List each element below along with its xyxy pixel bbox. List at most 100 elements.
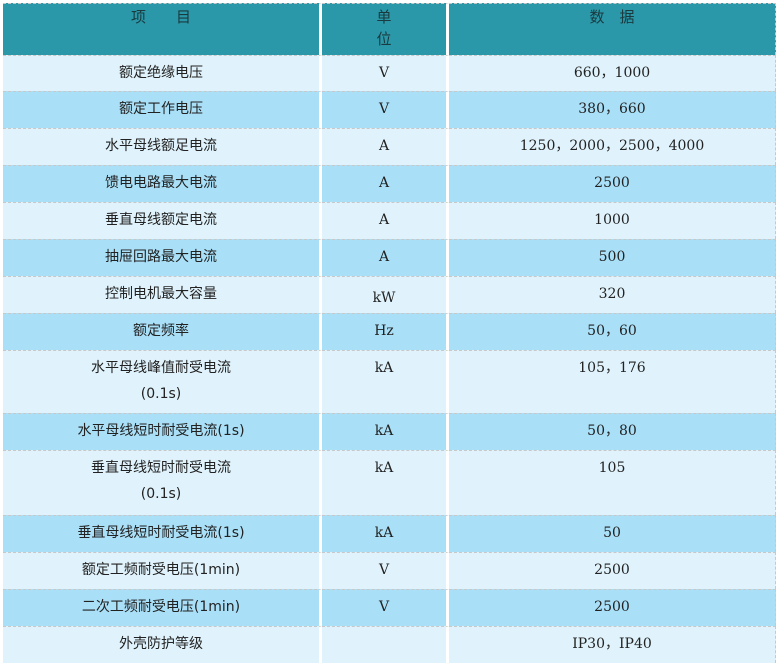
unit-label: A	[378, 212, 390, 228]
item-cell: 额定工频耐受电压(1min)	[3, 552, 322, 589]
item-label: 水平母线峰值耐受电流	[91, 360, 231, 376]
value-label: 2500	[594, 175, 630, 191]
header-unit-line1: 单	[376, 8, 392, 26]
item-cell: 水平母线短时耐受电流(1s)	[3, 413, 322, 450]
value-label: IP30，IP40	[572, 636, 652, 652]
value-cell: 1000	[449, 202, 776, 239]
value-label: 1250，2000，2500，4000	[519, 138, 705, 154]
unit-cell: V	[322, 55, 449, 91]
header-unit-line2: 位	[376, 30, 392, 48]
item-cell: 水平母线峰值耐受电流 (0.1s)	[3, 350, 322, 413]
header-item-label: 项 目	[130, 8, 191, 26]
item-cell: 额定频率	[3, 313, 322, 350]
value-cell: 50，80	[449, 413, 776, 450]
value-label: 50，80	[587, 423, 637, 439]
unit-cell: V	[322, 91, 449, 128]
item-label: 垂直母线短时耐受电流	[91, 460, 231, 476]
item-label: 馈电电路最大电流	[105, 175, 217, 191]
table-row: 外壳防护等级 IP30，IP40	[3, 626, 776, 663]
table-row: 控制电机最大容量 kW 320	[3, 276, 776, 313]
value-cell: 105，176	[449, 350, 776, 413]
unit-cell: V	[322, 589, 449, 626]
value-label: 105	[598, 460, 626, 476]
unit-cell: A	[322, 239, 449, 276]
unit-label: kA	[374, 525, 394, 541]
value-cell: 1250，2000，2500，4000	[449, 128, 776, 165]
value-cell: 105	[449, 450, 776, 515]
item-label: 外壳防护等级	[119, 636, 203, 652]
unit-label: V	[378, 562, 390, 578]
value-cell: 2500	[449, 552, 776, 589]
item-cell: 额定绝缘电压	[3, 55, 322, 91]
unit-label: A	[378, 249, 390, 265]
unit-cell: kA	[322, 350, 449, 413]
item-label: 额定工频耐受电压(1min)	[81, 562, 241, 578]
unit-label: A	[378, 175, 390, 191]
table-row: 垂直母线短时耐受电流(1s) kA 50	[3, 515, 776, 552]
value-label: 2500	[594, 599, 630, 615]
table-row: 馈电电路最大电流 A 2500	[3, 165, 776, 202]
table-row: 抽屉回路最大电流 A 500	[3, 239, 776, 276]
value-label: 320	[598, 286, 626, 302]
item-label: 控制电机最大容量	[105, 286, 217, 302]
value-label: 50	[603, 525, 621, 541]
table-row: 水平母线额足电流 A 1250，2000，2500，4000	[3, 128, 776, 165]
item-cell: 二次工频耐受电压(1min)	[3, 589, 322, 626]
unit-cell: kA	[322, 450, 449, 515]
spec-table: 项 目 单位 数 据 额定绝缘电压 V 660，1000 额定工作电压 V 380，660…	[3, 3, 776, 663]
value-label: 660，1000	[573, 65, 651, 81]
value-cell: 660，1000	[449, 55, 776, 91]
unit-cell: V	[322, 552, 449, 589]
unit-cell	[322, 626, 449, 663]
value-cell: 500	[449, 239, 776, 276]
item-label: 额定工作电压	[119, 101, 203, 117]
unit-cell: kA	[322, 515, 449, 552]
item-cell: 垂直母线额定电流	[3, 202, 322, 239]
header-item: 项 目	[3, 3, 322, 55]
table-row: 额定工作电压 V 380，660	[3, 91, 776, 128]
value-cell: 2500	[449, 165, 776, 202]
item-label: 额定绝缘电压	[119, 65, 203, 81]
unit-label: kW	[372, 290, 396, 306]
unit-label	[322, 627, 446, 631]
item-label: 抽屉回路最大电流	[105, 249, 217, 265]
unit-cell: kW	[322, 276, 449, 313]
unit-label: kA	[374, 360, 394, 376]
table-row: 水平母线峰值耐受电流 (0.1s) kA 105，176	[3, 350, 776, 413]
unit-cell: kA	[322, 413, 449, 450]
header-unit: 单位	[322, 3, 449, 55]
value-label: 105，176	[578, 360, 646, 376]
item-label: 水平母线短时耐受电流(1s)	[77, 423, 245, 439]
value-label: 2500	[594, 562, 630, 578]
item-cell: 控制电机最大容量	[3, 276, 322, 313]
table-row: 额定频率 Hz 50，60	[3, 313, 776, 350]
unit-cell: Hz	[322, 313, 449, 350]
item-label: 水平母线额足电流	[105, 138, 217, 154]
table-row: 垂直母线额定电流 A 1000	[3, 202, 776, 239]
table-row: 二次工频耐受电压(1min) V 2500	[3, 589, 776, 626]
item-cell: 垂直母线短时耐受电流(1s)	[3, 515, 322, 552]
item-label: 二次工频耐受电压(1min)	[81, 599, 241, 615]
item-label: 额定频率	[133, 323, 189, 339]
unit-cell: A	[322, 165, 449, 202]
value-label: 50，60	[587, 323, 637, 339]
value-cell: 50	[449, 515, 776, 552]
table-row: 水平母线短时耐受电流(1s) kA 50，80	[3, 413, 776, 450]
item-cell: 额定工作电压	[3, 91, 322, 128]
header-data: 数 据	[449, 3, 776, 55]
value-cell: 2500	[449, 589, 776, 626]
value-cell: 320	[449, 276, 776, 313]
value-label: 1000	[594, 212, 630, 228]
unit-label: V	[378, 599, 390, 615]
value-cell: 50，60	[449, 313, 776, 350]
unit-cell: A	[322, 202, 449, 239]
unit-cell: A	[322, 128, 449, 165]
item-label: 垂直母线短时耐受电流(1s)	[77, 525, 245, 541]
unit-label: Hz	[374, 323, 394, 339]
header-row: 项 目 单位 数 据	[3, 3, 776, 55]
value-cell: 380，660	[449, 91, 776, 128]
unit-label: V	[378, 65, 390, 81]
value-cell: IP30，IP40	[449, 626, 776, 663]
item-cell: 外壳防护等级	[3, 626, 322, 663]
unit-label: V	[378, 101, 390, 117]
